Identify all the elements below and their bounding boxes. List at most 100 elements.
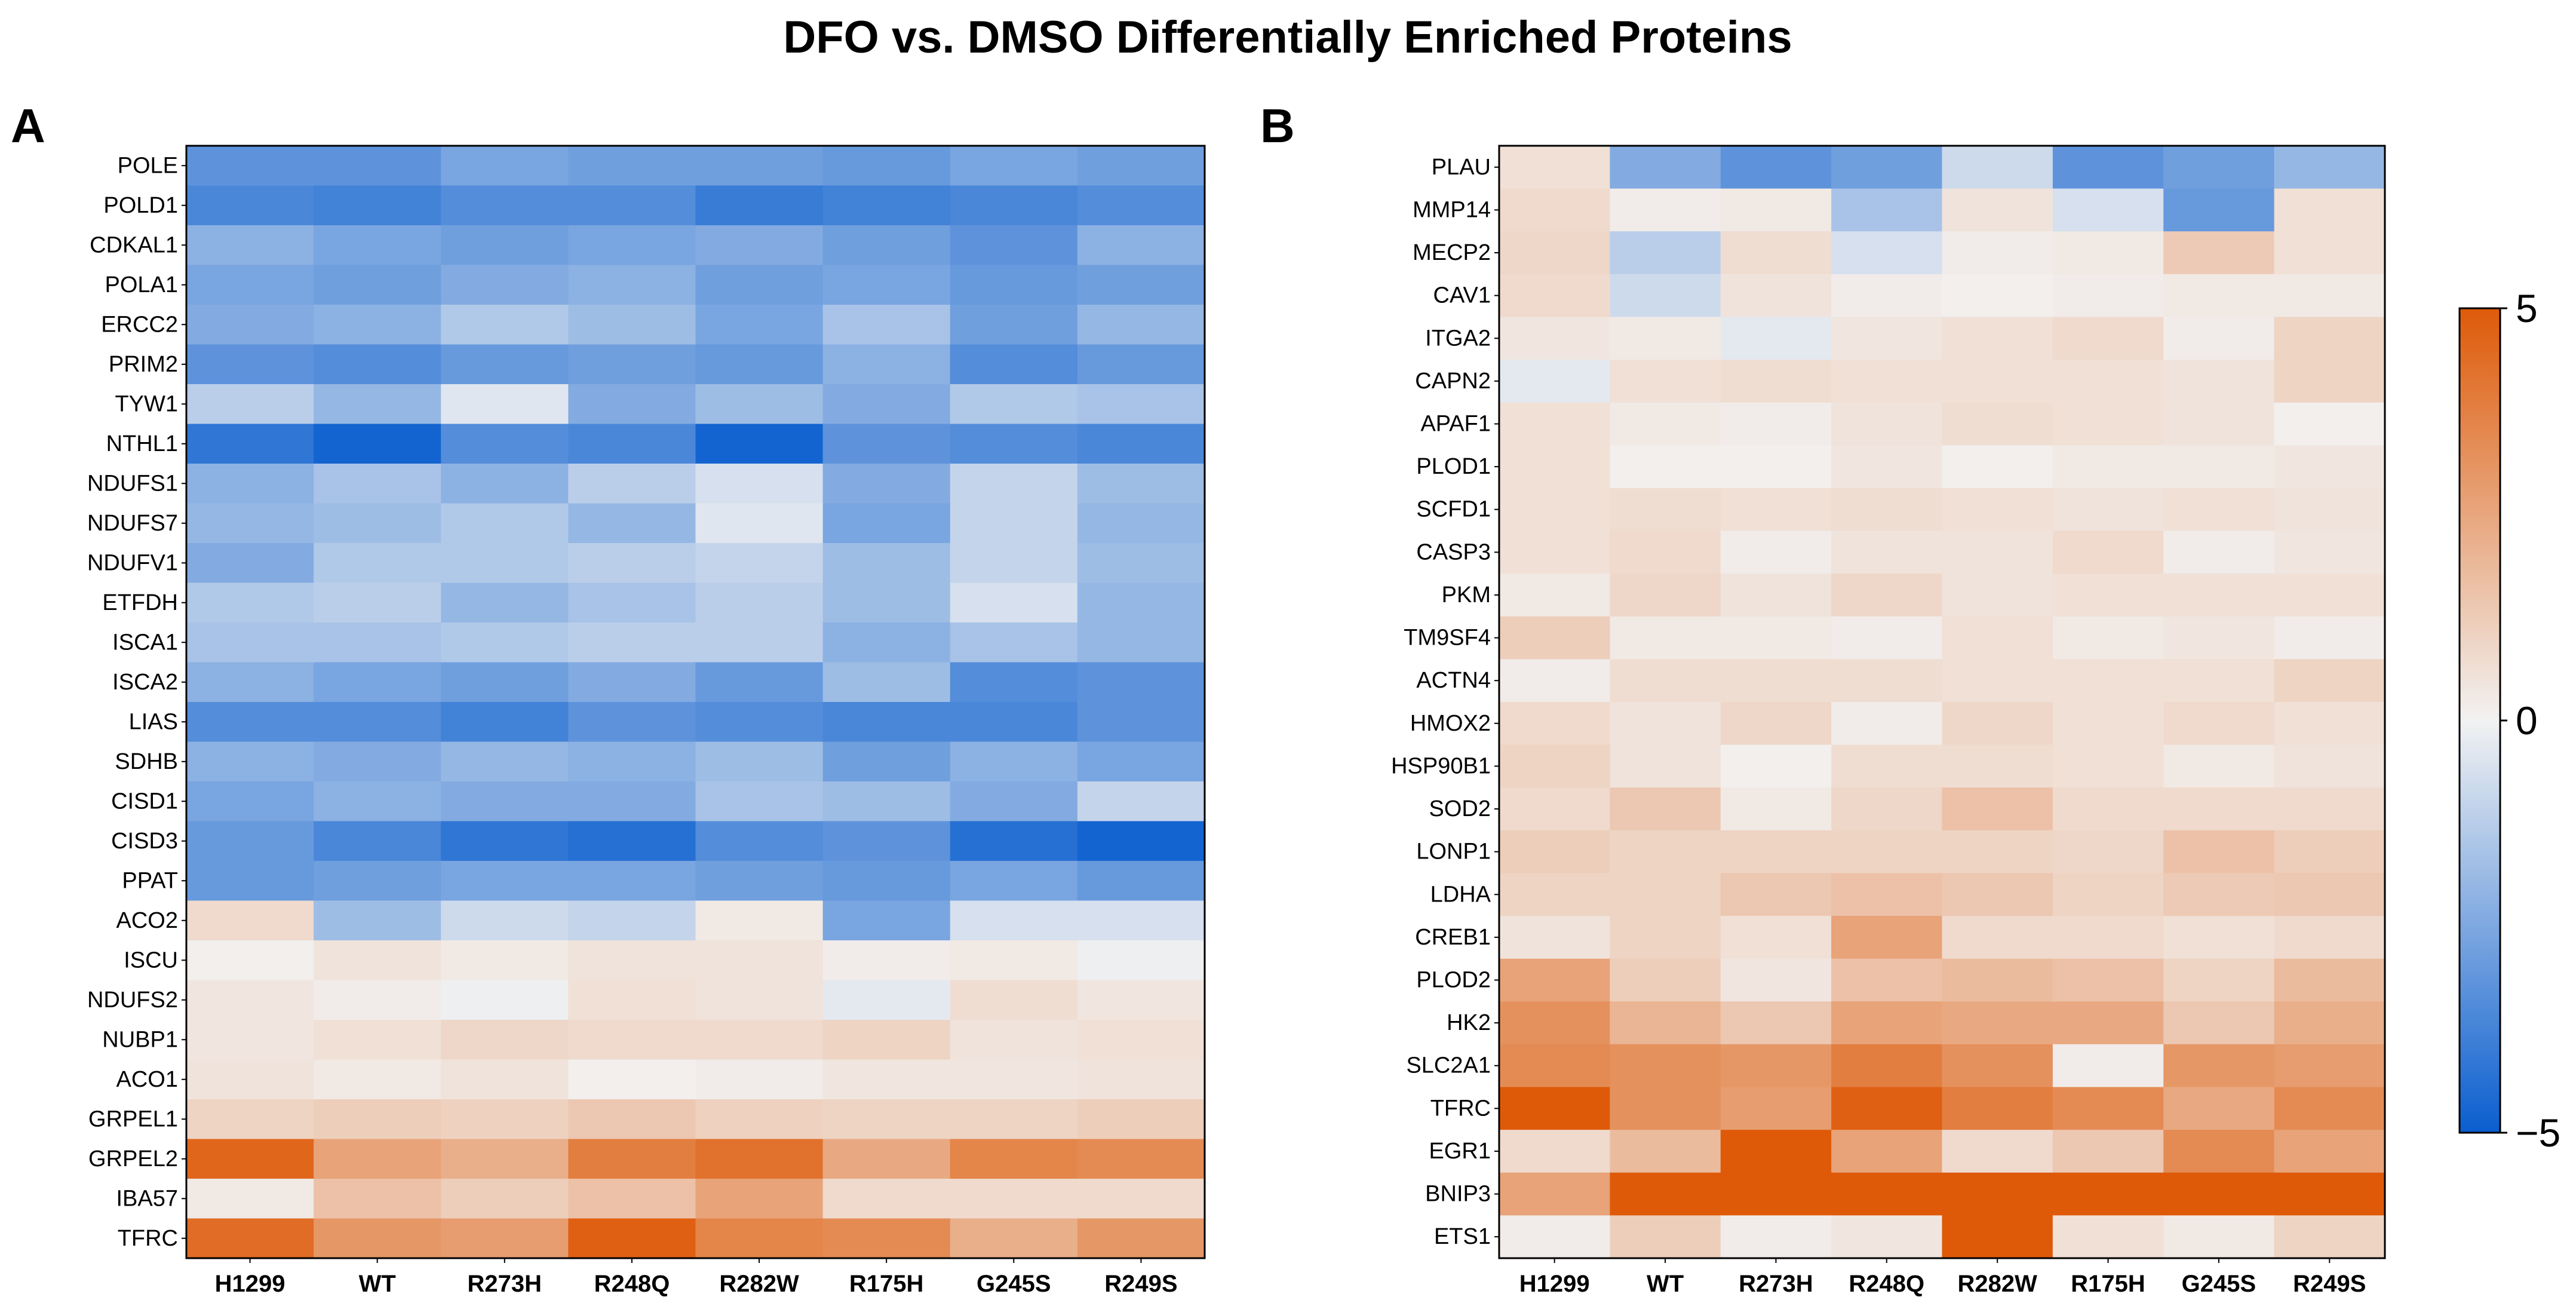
heatmap-a-cell: [314, 543, 442, 584]
heatmap-b-cell: [2274, 531, 2385, 574]
heatmap-a-cell: [695, 1020, 824, 1060]
heatmap-b-cell: [1942, 873, 2053, 916]
heatmap-a-cell: [1077, 662, 1205, 703]
heatmap-b-cell: [1610, 445, 1721, 489]
heatmap-a-cell: [186, 821, 314, 861]
heatmap-b-cell: [2274, 702, 2385, 746]
heatmap-b-row-label: SCFD1: [1416, 497, 1491, 522]
heatmap-b-cell: [1610, 1087, 1721, 1130]
heatmap-a-cell: [314, 384, 442, 425]
heatmap-b-cell: [2274, 402, 2385, 446]
heatmap-b-cell: [1499, 188, 1611, 232]
heatmap-a-cell: [695, 1059, 824, 1100]
heatmap-a-cell: [314, 305, 442, 345]
heatmap-b-cell: [1720, 616, 1832, 660]
heatmap-a-cell: [568, 1218, 696, 1259]
heatmap-b-row-label: PKM: [1442, 582, 1491, 608]
heatmap-b-cell: [2163, 317, 2275, 360]
heatmap-a-cell: [314, 702, 442, 743]
heatmap-b-cell: [2052, 1215, 2164, 1259]
heatmap-a-cell: [568, 1099, 696, 1140]
heatmap-a-cell: [822, 1218, 951, 1259]
heatmap-a-cell: [314, 1099, 442, 1140]
heatmap-b-row-label: MMP14: [1413, 197, 1491, 222]
heatmap-a-cell: [441, 1179, 569, 1219]
heatmap-a-row-label: NDUFS2: [87, 988, 178, 1013]
heatmap-a-cell: [186, 503, 314, 544]
heatmap-b-row-label: EGR1: [1429, 1139, 1491, 1164]
heatmap-a-cell: [695, 980, 824, 1020]
heatmap-b-cell: [2274, 1001, 2385, 1045]
heatmap-b-cell: [2163, 274, 2275, 318]
heatmap-a-row-label: NDUFS1: [87, 471, 178, 496]
heatmap-b-cell: [2052, 1087, 2164, 1130]
heatmap-a-row-label: POLE: [118, 153, 178, 178]
heatmap-b-cell: [2163, 873, 2275, 916]
heatmap-a-cell: [695, 582, 824, 623]
heatmap-b-row-label: LDHA: [1430, 882, 1491, 907]
heatmap-a-cell: [314, 900, 442, 941]
heatmap-a-cell: [1077, 980, 1205, 1020]
heatmap-a-cell: [568, 1139, 696, 1179]
heatmap-a-cell: [950, 185, 1078, 226]
heatmap-b-cell: [2052, 1044, 2164, 1088]
heatmap-a-cell: [1077, 702, 1205, 743]
heatmap-b-cell: [1942, 1087, 2053, 1130]
heatmap-a-row-label: PPAT: [122, 868, 178, 893]
heatmap-a-cell: [950, 781, 1078, 822]
heatmap-b-cell: [1499, 1172, 1611, 1216]
heatmap-b-cell: [2274, 1215, 2385, 1259]
heatmap-a-row-label: ETFDH: [102, 590, 178, 615]
heatmap-a-row-label: CISD1: [111, 789, 178, 814]
heatmap-b-cell: [2163, 744, 2275, 789]
heatmap-a-cell: [441, 1139, 569, 1179]
heatmap-a-cell: [441, 305, 569, 345]
heatmap-b-cell: [2163, 1130, 2275, 1173]
heatmap-b-cell: [1720, 1215, 1832, 1259]
heatmap-b-cell: [1942, 402, 2053, 446]
heatmap-b-cell: [1942, 702, 2053, 746]
heatmap-a-cell: [695, 344, 824, 385]
heatmap-b-cell: [1720, 445, 1832, 489]
heatmap-a-row-label: SDHB: [115, 749, 178, 774]
heatmap-b-cell: [1831, 916, 1943, 959]
heatmap-a-row-label: NTHL1: [106, 431, 178, 456]
heatmap-a-column-label: G245S: [977, 1271, 1051, 1297]
heatmap-b-cell: [1499, 231, 1611, 275]
heatmap-a-cell: [186, 741, 314, 782]
heatmap-b-cell: [2274, 1044, 2385, 1088]
heatmap-b-cell: [1720, 1087, 1832, 1130]
heatmap-a-cell: [695, 662, 824, 703]
heatmap-a-column-label: R282W: [719, 1271, 799, 1297]
heatmap-b-cell: [1720, 188, 1832, 232]
heatmap-a-cell: [568, 344, 696, 385]
colorbar-gradient: [2458, 307, 2501, 1134]
heatmap-a-cell: [568, 543, 696, 584]
heatmap-b-cell: [2163, 1044, 2275, 1088]
heatmap-b-cell: [2052, 916, 2164, 959]
heatmap-b-cell: [2163, 1215, 2275, 1259]
heatmap-a-cell: [695, 225, 824, 266]
heatmap-a-cell: [1077, 900, 1205, 941]
heatmap-b-row-label: MECP2: [1413, 240, 1491, 265]
heatmap-a-cell: [822, 543, 951, 584]
heatmap-a-cell: [186, 146, 314, 186]
heatmap-a-cell: [441, 821, 569, 861]
heatmap-a-row-label: ISCU: [124, 948, 178, 973]
heatmap-b-cell: [2052, 188, 2164, 232]
heatmap-b-cell: [1942, 616, 2053, 660]
heatmap-b-cell: [1942, 787, 2053, 831]
heatmap-b-cell: [1720, 1001, 1832, 1045]
heatmap-b-cell: [1720, 487, 1832, 532]
heatmap-a-cell: [186, 1020, 314, 1060]
heatmap-a-cell: [568, 1020, 696, 1060]
heatmap-a-cell: [186, 265, 314, 305]
heatmap-b-cell: [1831, 830, 1943, 874]
heatmap-a-cell: [441, 225, 569, 266]
heatmap-a-row-label: ISCA2: [112, 670, 178, 695]
heatmap-a-cell: [1077, 821, 1205, 861]
heatmap-b-cell: [1499, 958, 1611, 1002]
heatmap-a-row-label: ACO1: [116, 1067, 178, 1092]
heatmap-a-cell: [568, 900, 696, 941]
heatmap-b-cell: [2274, 574, 2385, 617]
